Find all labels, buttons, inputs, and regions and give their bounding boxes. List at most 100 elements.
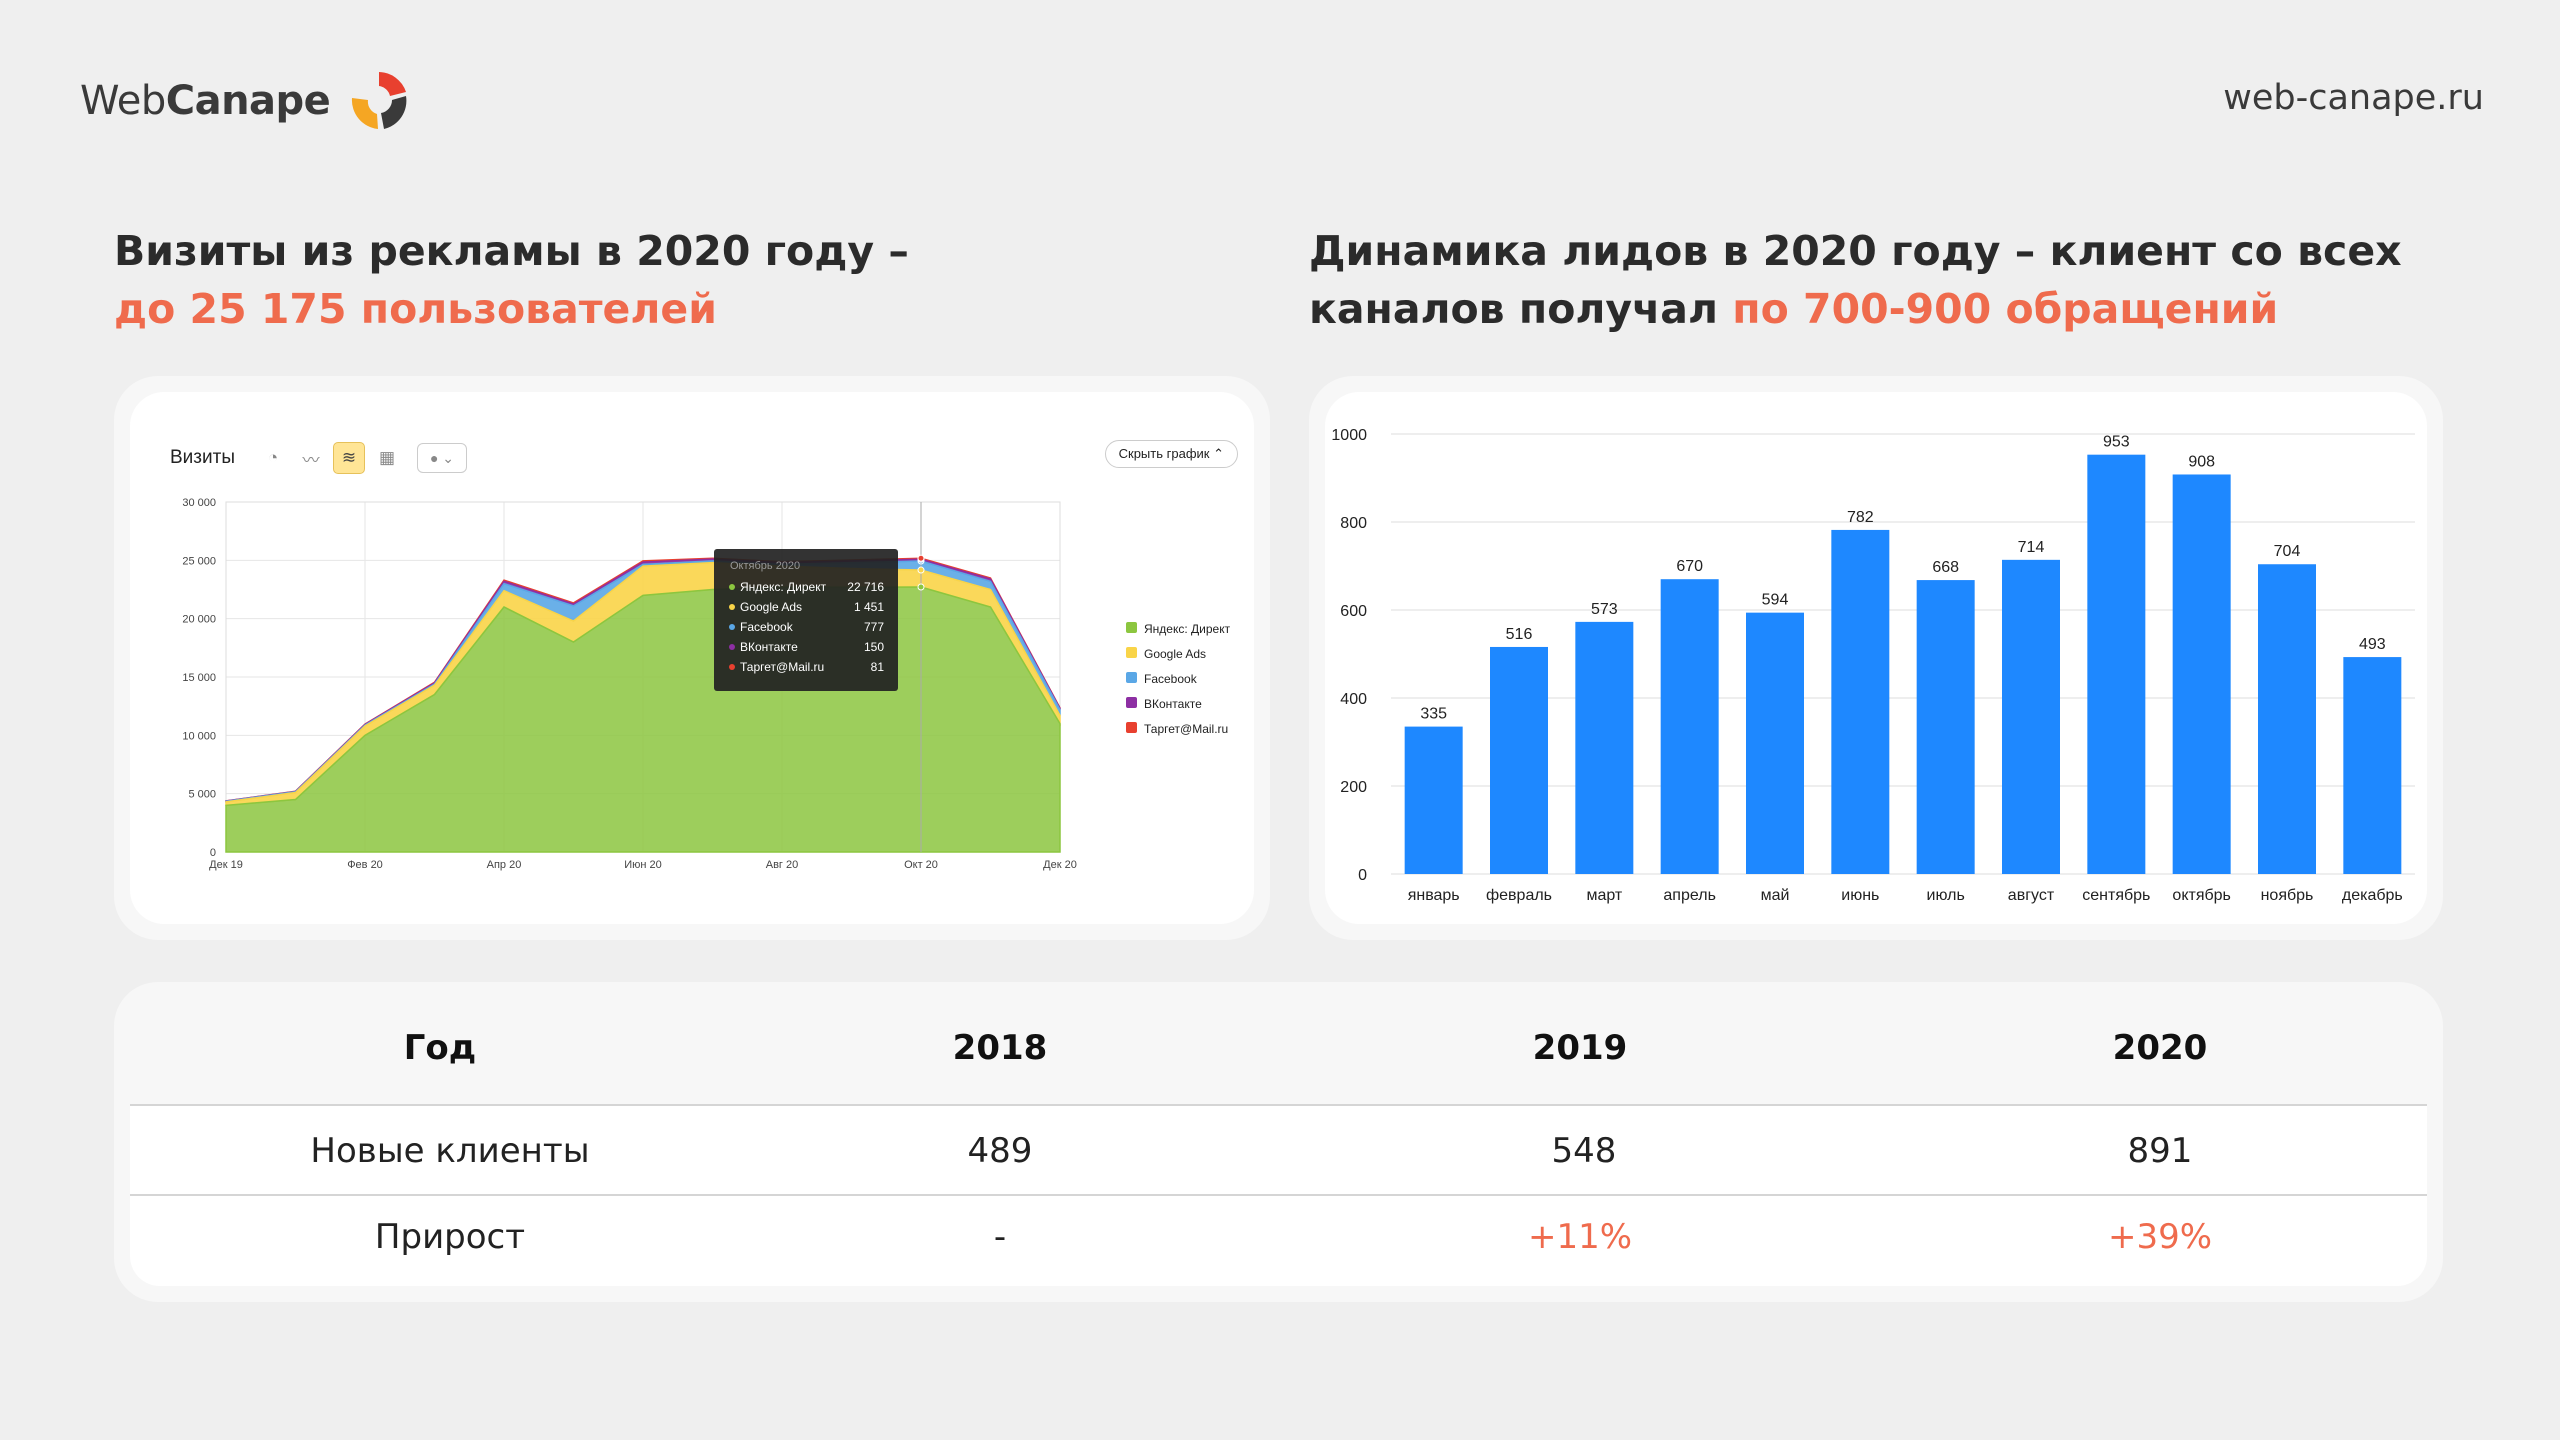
bar[interactable] (2002, 559, 2060, 874)
y-tick-label: 0 (1358, 867, 1367, 884)
leads-card: 0 200 400 600 800 1000 335 январь 516 февраль 573 м… (1309, 376, 2443, 940)
visits-widget-title: Визиты (170, 447, 235, 468)
legend-checkbox[interactable] (1126, 697, 1137, 708)
y-tick-label: 25 000 (182, 555, 216, 567)
x-tick-label: август (2008, 887, 2055, 904)
annotation-select[interactable]: ● ⌄ (416, 443, 467, 473)
row-label-new-clients: Новые клиенты (310, 1131, 590, 1171)
tooltip-swatch (729, 584, 735, 590)
x-tick-label: Окт 20 (904, 859, 938, 871)
cell-growth-2018: - (993, 1217, 1007, 1257)
legend-checkbox[interactable] (1126, 672, 1137, 683)
cell-new-clients-2018: 489 (967, 1131, 1033, 1171)
leads-chart-panel: 0 200 400 600 800 1000 335 январь 516 февраль 573 м… (1325, 392, 2427, 924)
legend-label: Google Ads (1144, 647, 1206, 661)
bar-value-label: 782 (1847, 509, 1874, 526)
bar[interactable] (1660, 579, 1719, 874)
x-tick-label: октябрь (2172, 887, 2230, 904)
tooltip-series-value: 22 716 (847, 580, 884, 594)
x-tick-label: Дек 19 (209, 859, 243, 871)
visits-heading: Визиты из рекламы в 2020 году – до 25 17… (114, 222, 1264, 338)
brand-logo-icon (352, 72, 407, 129)
area-chart-icon[interactable]: ≋ (332, 442, 365, 474)
y-tick-label: 800 (1340, 515, 1367, 532)
cell-new-clients-2020: 891 (2127, 1131, 2193, 1171)
x-tick-label: Апр 20 (487, 859, 522, 871)
header-2020: 2020 (2112, 1028, 2208, 1068)
hide-chart-button[interactable]: Скрыть график ⌃ (1104, 440, 1238, 468)
legend-label: Facebook (1144, 672, 1198, 686)
bar-value-label: 908 (2188, 453, 2215, 470)
bar[interactable] (2343, 657, 2402, 874)
x-tick-label: январь (1408, 887, 1460, 904)
tooltip-series-name: Google Ads (740, 600, 802, 614)
y-tick-label: 5 000 (188, 789, 216, 801)
bar-value-label: 953 (2103, 434, 2130, 451)
cell-growth-2020: +39% (2107, 1217, 2213, 1257)
tooltip-series-value: 777 (864, 620, 884, 634)
hover-point (917, 583, 925, 591)
leads-heading: Динамика лидов в 2020 году – клиент со в… (1309, 222, 2459, 338)
table-divider (130, 1104, 2427, 1106)
bar-value-label: 714 (2018, 539, 2045, 556)
visits-heading-line2: до 25 175 пользователей (114, 285, 717, 333)
bar-value-label: 670 (1676, 558, 1703, 575)
visits-toolbar: Визиты ◔ 〰 ≋ ▦ ● ⌄ (170, 442, 467, 474)
tooltip-swatch (729, 644, 735, 650)
legend-checkbox[interactable] (1126, 722, 1137, 733)
x-tick-label: Июн 20 (624, 859, 662, 871)
y-tick-label: 1000 (1331, 427, 1367, 444)
chevron-up-icon: ⌃ (1213, 446, 1224, 461)
legend-checkbox[interactable] (1126, 622, 1137, 633)
y-tick-label: 200 (1340, 779, 1367, 796)
hide-chart-label: Скрыть график (1118, 446, 1210, 461)
line-chart-icon[interactable]: 〰 (302, 450, 320, 470)
tooltip-series-name: ВКонтакте (740, 640, 798, 654)
site-url[interactable]: web-canape.ru (2223, 78, 2484, 118)
x-tick-label: апрель (1663, 887, 1716, 904)
legend-label: Яндекс: Директ (1144, 622, 1231, 636)
x-tick-label: Дек 20 (1043, 859, 1077, 871)
x-tick-label: май (1761, 887, 1790, 904)
pie-chart-icon[interactable]: ◔ (267, 448, 279, 467)
bar[interactable] (1746, 612, 1804, 874)
bar[interactable] (1575, 621, 1634, 874)
tooltip-series-value: 1 451 (854, 600, 884, 614)
area-series-0[interactable] (225, 586, 1061, 853)
visits-heading-line1: Визиты из рекламы в 2020 году – (114, 227, 909, 275)
tooltip-swatch (729, 624, 735, 630)
bar[interactable] (2258, 564, 2316, 874)
x-tick-label: март (1586, 887, 1622, 904)
x-tick-label: ноябрь (2261, 887, 2314, 904)
table-view-icon[interactable]: ▦ (378, 448, 396, 467)
tooltip-series-value: 81 (871, 660, 885, 674)
y-tick-label: 20 000 (182, 614, 216, 626)
bar[interactable] (1490, 646, 1548, 874)
bar[interactable] (1916, 580, 1975, 874)
legend-label: Таргет@Mail.ru (1144, 722, 1228, 736)
cell-new-clients-2019: 548 (1551, 1131, 1617, 1171)
brand-name-light: Web (80, 78, 166, 124)
cell-growth-2019: +11% (1527, 1217, 1633, 1257)
hover-point (917, 554, 925, 562)
leads-bar-chart: 0 200 400 600 800 1000 335 январь 516 февраль 573 м… (1331, 427, 2415, 904)
bar[interactable] (1831, 529, 1890, 874)
visits-area-chart: 0 5 000 10 000 15 000 20 000 25 000 30 000 Дек … (182, 497, 1231, 871)
legend-checkbox[interactable] (1126, 647, 1137, 658)
y-tick-label: 0 (210, 847, 216, 859)
bar[interactable] (2172, 474, 2231, 874)
tooltip-swatch (729, 664, 735, 670)
bar[interactable] (2087, 454, 2146, 874)
bar[interactable] (1404, 726, 1463, 874)
legend-label: ВКонтакте (1144, 697, 1202, 711)
bar-value-label: 573 (1591, 601, 1618, 618)
x-tick-label: июнь (1841, 887, 1879, 904)
bar-value-label: 594 (1762, 592, 1789, 609)
table-divider (130, 1194, 2427, 1196)
x-tick-label: сентябрь (2082, 887, 2150, 904)
bar-value-label: 335 (1420, 706, 1447, 723)
visits-widget: Визиты ◔ 〰 ≋ ▦ ● ⌄ Скрыть график ⌃ 0 5 00… (130, 392, 1254, 924)
header-2019: 2019 (1532, 1028, 1628, 1068)
brand-name: WebCanape (80, 78, 331, 124)
visits-card: Визиты ◔ 〰 ≋ ▦ ● ⌄ Скрыть график ⌃ 0 5 00… (114, 376, 1270, 940)
